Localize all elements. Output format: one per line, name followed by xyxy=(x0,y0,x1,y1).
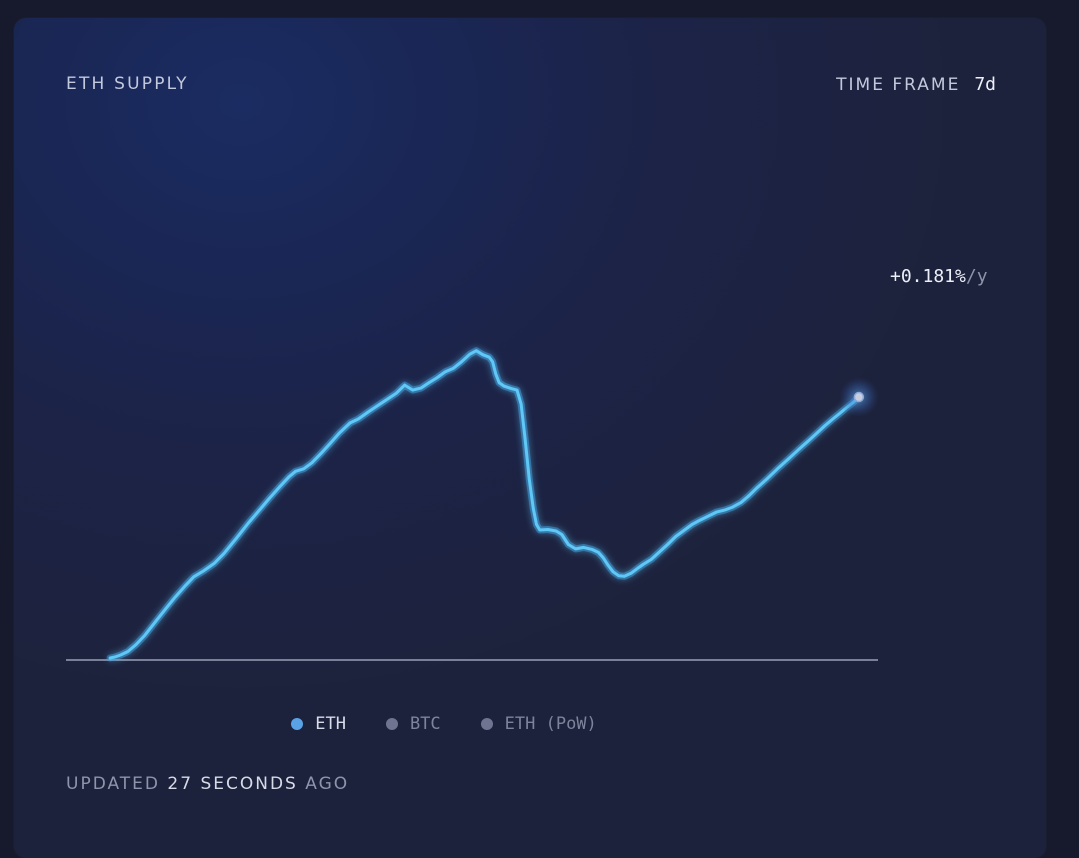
rate-unit: /y xyxy=(965,266,988,287)
legend-item-btc[interactable]: BTC xyxy=(385,714,441,734)
updated-prefix: UPDATED xyxy=(66,774,161,794)
updated-status: UPDATED 27 SECONDS AGO xyxy=(66,774,349,794)
legend-dot-eth xyxy=(291,718,304,730)
eth-series-glow xyxy=(106,347,863,662)
timeframe-selector[interactable]: TIME FRAME 7d xyxy=(836,74,996,95)
updated-unit: SECONDS xyxy=(200,774,298,794)
timeframe-label: TIME FRAME xyxy=(836,75,961,95)
legend-label-eth-pow: ETH (PoW) xyxy=(504,714,597,734)
legend-item-eth-pow[interactable]: ETH (PoW) xyxy=(480,714,597,734)
rate-value: +0.181% xyxy=(890,266,966,287)
timeframe-value[interactable]: 7d xyxy=(974,74,996,95)
chart-legend: ETH BTC ETH (PoW) xyxy=(14,714,874,734)
legend-label-eth: ETH xyxy=(315,714,346,734)
legend-dot-eth-pow xyxy=(480,718,493,730)
legend-item-eth[interactable]: ETH xyxy=(291,714,346,734)
supply-line-chart xyxy=(66,347,879,662)
legend-label-btc: BTC xyxy=(409,714,441,734)
updated-suffix: AGO xyxy=(305,774,350,794)
eth-series-line xyxy=(108,349,861,660)
eth-supply-card: ETH SUPPLY TIME FRAME 7d +0.181 xyxy=(14,18,1046,858)
card-title: ETH SUPPLY xyxy=(66,74,189,94)
supply-growth-rate: +0.181%/y xyxy=(890,266,988,287)
updated-number: 27 xyxy=(167,774,194,794)
legend-dot-btc xyxy=(385,718,398,730)
end-point-marker[interactable] xyxy=(853,391,865,403)
